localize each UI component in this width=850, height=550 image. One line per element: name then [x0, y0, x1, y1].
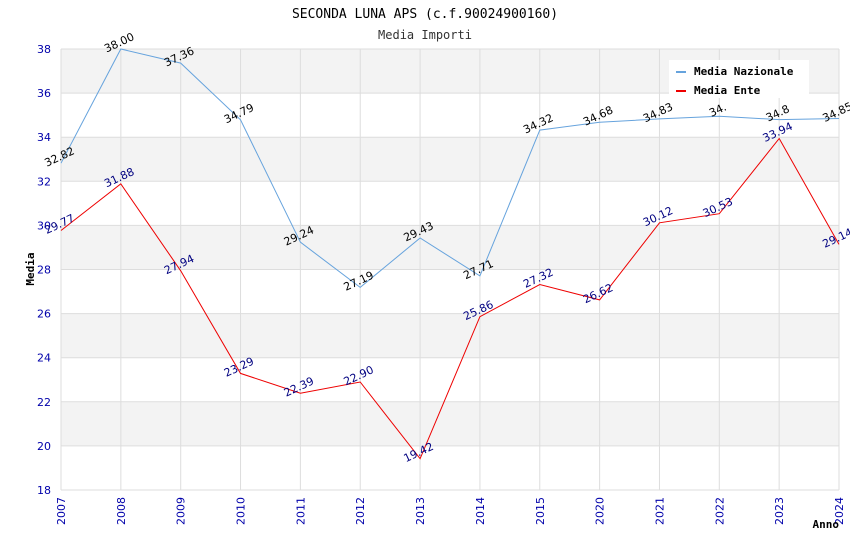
grid-band [61, 137, 839, 182]
y-tick-label: 24 [37, 352, 51, 365]
x-tick-label: 2023 [773, 497, 786, 525]
grid-bands [61, 49, 839, 490]
series-line-media-ente [60, 137, 840, 460]
x-tick-label: 2020 [594, 497, 607, 525]
grid-band [61, 445, 839, 490]
y-tick-label: 34 [37, 131, 51, 144]
legend-label-media-ente: Media Ente [694, 84, 761, 97]
legend: Media Nazionale Media Ente [669, 60, 809, 98]
y-tick-label: 28 [37, 264, 51, 277]
x-axis-label: Anno [813, 518, 840, 531]
chart-subtitle: Media Importi [378, 28, 472, 42]
x-tick-label: 2008 [115, 497, 128, 525]
grid-band [61, 225, 839, 270]
grid-band [61, 357, 839, 402]
x-tick-label: 2007 [55, 497, 68, 525]
y-tick-label: 38 [37, 43, 51, 56]
grid-band [61, 181, 839, 226]
y-axis-label: Media [24, 252, 37, 285]
legend-label-media-nazionale: Media Nazionale [694, 65, 794, 78]
y-tick-label: 36 [37, 87, 51, 100]
grid-lines [60, 48, 840, 491]
y-tick-label: 20 [37, 440, 51, 453]
chart-title: SECONDA LUNA APS (c.f.90024900160) [292, 7, 558, 22]
grid-band [61, 313, 839, 358]
x-tick-label: 2009 [175, 497, 188, 525]
x-tick-label: 2024 [833, 497, 846, 525]
y-tick-label: 18 [37, 484, 51, 497]
x-axis-ticks: 2007 2008 2009 2010 2011 2012 2013 2014 2015 2020… [55, 497, 846, 525]
grid-band [61, 93, 839, 138]
grid-band [61, 269, 839, 314]
series-lines [60, 48, 840, 460]
y-tick-label: 32 [37, 175, 51, 188]
y-tick-label: 26 [37, 308, 51, 321]
x-tick-label: 2010 [235, 497, 248, 525]
y-axis-ticks: 18 20 22 24 26 28 30 32 34 36 38 [37, 43, 51, 497]
y-tick-label: 30 [37, 219, 51, 232]
grid-band [61, 401, 839, 446]
x-tick-label: 2022 [713, 497, 726, 525]
y-tick-label: 22 [37, 396, 51, 409]
x-tick-label: 2014 [474, 497, 487, 525]
x-tick-label: 2015 [534, 497, 547, 525]
series-line-media-nazionale [60, 48, 840, 289]
legend-box [669, 60, 809, 98]
x-tick-label: 2012 [354, 497, 367, 525]
x-tick-label: 2011 [294, 497, 307, 525]
x-tick-label: 2013 [414, 497, 427, 525]
x-tick-label: 2021 [653, 497, 666, 525]
